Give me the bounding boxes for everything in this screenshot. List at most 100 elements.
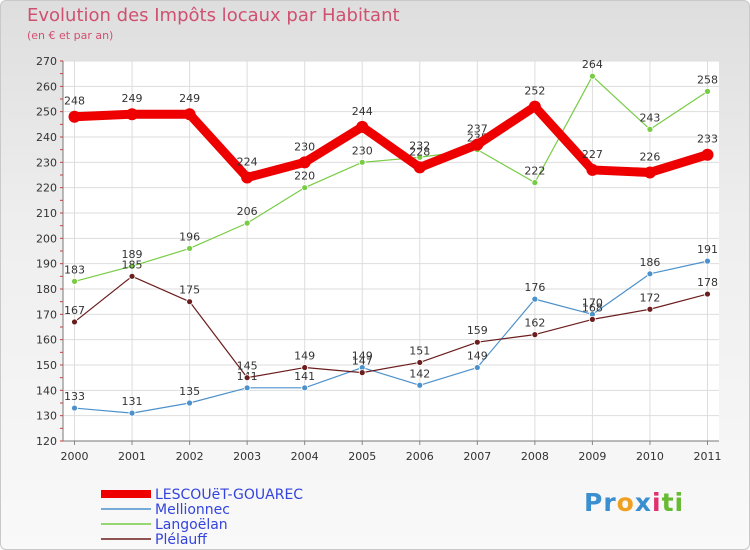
- y-tick-label: 210: [36, 207, 57, 220]
- data-label: 135: [179, 385, 200, 398]
- data-point: [416, 359, 424, 366]
- x-tick-label: 2000: [61, 450, 89, 463]
- data-point: [301, 364, 309, 371]
- logo-part: o: [616, 488, 635, 517]
- data-point: [183, 108, 196, 121]
- data-label: 186: [639, 256, 660, 269]
- data-point: [128, 272, 136, 280]
- data-label: 220: [294, 170, 315, 183]
- y-tick-label: 190: [36, 258, 57, 271]
- data-label: 149: [352, 350, 373, 363]
- legend-label: Mellionnec: [155, 502, 230, 518]
- y-tick-label: 250: [36, 106, 57, 119]
- data-label: 142: [409, 367, 430, 380]
- data-point: [71, 277, 78, 285]
- data-label: 185: [122, 258, 143, 271]
- series-line-2: [73, 75, 709, 282]
- data-label: 176: [524, 281, 545, 294]
- data-point: [186, 298, 193, 306]
- chart-subtitle: (en € et par an): [27, 29, 114, 42]
- y-tick-label: 270: [36, 55, 57, 68]
- data-point: [531, 179, 539, 187]
- data-label: 149: [294, 350, 315, 363]
- y-tick-label: 160: [36, 334, 57, 347]
- logo-part: i: [674, 488, 685, 517]
- y-tick-label: 260: [36, 80, 57, 93]
- x-tick-label: 2003: [233, 450, 261, 463]
- data-label: 248: [64, 95, 85, 108]
- data-point: [298, 156, 311, 169]
- data-label: 237: [467, 123, 488, 136]
- data-label: 131: [122, 395, 143, 408]
- x-tick-label: 2006: [406, 450, 434, 463]
- series-line-1: [73, 260, 709, 414]
- y-tick-label: 130: [36, 410, 57, 423]
- data-label: 252: [524, 85, 545, 98]
- data-point: [301, 184, 309, 192]
- data-label: 147: [352, 355, 373, 368]
- data-label: 258: [697, 73, 718, 86]
- data-point: [301, 384, 309, 392]
- data-point: [243, 384, 251, 392]
- legend-label: Plélauff: [155, 532, 207, 548]
- data-point: [473, 364, 481, 371]
- data-label: 159: [467, 324, 488, 337]
- data-point: [71, 318, 78, 326]
- data-label: 249: [179, 92, 200, 105]
- data-point: [186, 399, 193, 407]
- data-label: 233: [697, 133, 718, 146]
- data-label: 151: [409, 344, 430, 357]
- data-label: 167: [64, 304, 85, 317]
- data-label: 183: [64, 263, 85, 276]
- data-label: 222: [524, 165, 545, 178]
- logo-part: t: [661, 488, 675, 517]
- data-point: [704, 88, 711, 95]
- data-point: [358, 369, 366, 377]
- data-label: 206: [237, 205, 258, 218]
- data-point: [531, 295, 539, 303]
- y-tick-label: 150: [36, 359, 57, 372]
- plot-area: [63, 61, 719, 441]
- data-point: [528, 100, 541, 113]
- data-label: 133: [64, 390, 85, 403]
- y-tick-label: 220: [36, 182, 57, 195]
- y-tick-label: 230: [36, 156, 57, 169]
- data-point: [704, 290, 711, 298]
- data-point: [646, 305, 654, 313]
- data-point: [473, 338, 481, 346]
- x-tick-label: 2005: [348, 450, 376, 463]
- data-label: 149: [467, 350, 488, 363]
- data-label: 249: [122, 92, 143, 105]
- data-point: [68, 110, 81, 123]
- data-label: 172: [639, 291, 660, 304]
- data-label: 228: [409, 145, 430, 158]
- data-point: [413, 161, 426, 174]
- proxiti-logo: Proxiti: [584, 488, 684, 517]
- y-tick-label: 240: [36, 131, 57, 144]
- legend-label: LESCOUëT-GOUAREC: [155, 487, 303, 503]
- series-line-3: [73, 275, 709, 379]
- data-label: 178: [697, 276, 718, 289]
- chart-title: Evolution des Impôts locaux par Habitant: [27, 5, 400, 26]
- data-point: [589, 315, 596, 323]
- data-label: 230: [294, 140, 315, 153]
- data-label: 145: [237, 360, 258, 373]
- data-label: 243: [639, 111, 660, 124]
- y-tick-label: 180: [36, 283, 57, 296]
- data-point: [646, 125, 654, 133]
- data-label: 191: [697, 243, 718, 256]
- x-tick-label: 2004: [291, 450, 319, 463]
- data-point: [416, 153, 424, 161]
- data-point: [243, 219, 251, 227]
- data-point: [643, 166, 656, 179]
- data-label: 227: [582, 148, 603, 161]
- data-point: [589, 72, 596, 80]
- data-point: [586, 163, 599, 176]
- data-label: 244: [352, 105, 373, 118]
- x-tick-label: 2001: [118, 450, 146, 463]
- logo-part: Pr: [584, 488, 617, 517]
- data-point: [71, 404, 78, 412]
- data-label: 232: [409, 139, 430, 152]
